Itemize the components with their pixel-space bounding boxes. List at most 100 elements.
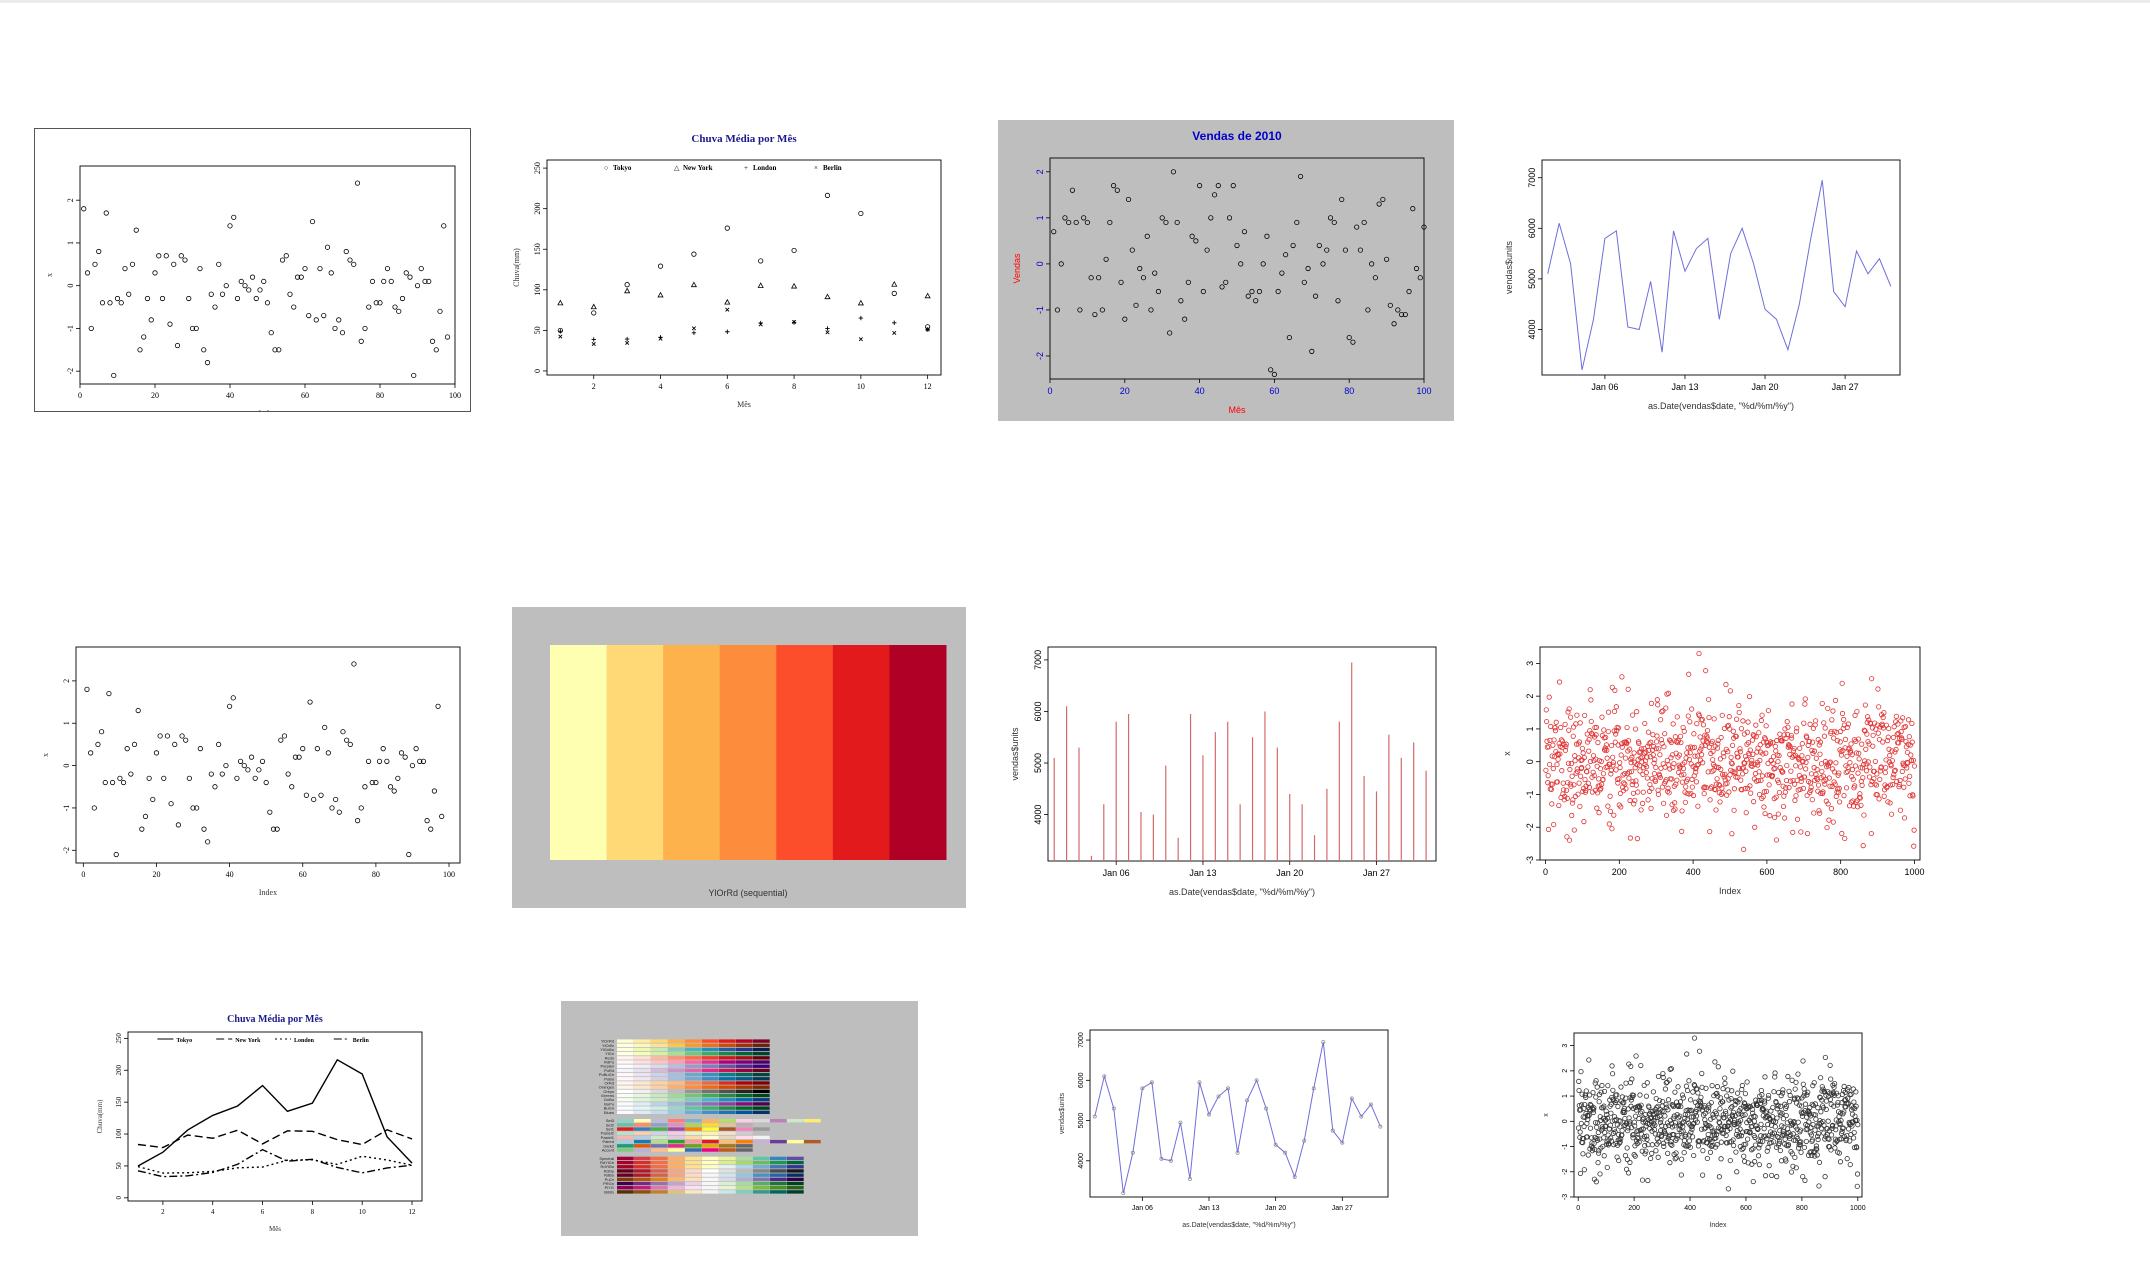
x-tick-label: 600 [1740,1205,1752,1212]
data-point [1609,684,1615,690]
x-axis-label: YlOrRd (sequential) [708,888,787,898]
data-point [1763,1133,1769,1139]
palette-swatch [651,1156,668,1161]
data-point [1841,1109,1847,1115]
y-axis-label: Chuva(mm) [96,1099,104,1133]
y-tick-label: -3 [1525,856,1535,864]
palette-name: PuBu [604,1076,614,1081]
data-point [1593,724,1600,730]
data-point [1880,739,1886,745]
palette-swatch [719,1110,736,1115]
data-point [223,283,229,289]
palette-swatch [651,1127,668,1131]
data-point [1784,731,1791,738]
data-point [758,322,763,327]
data-point [1599,1082,1605,1089]
data-point [1872,758,1878,765]
data-point [107,300,113,306]
palette-swatch [736,1181,753,1186]
data-point [1810,739,1816,745]
data-point [1678,739,1684,746]
data-point [441,223,447,229]
data-point [1621,1100,1627,1106]
x-tick-label: 0 [1047,386,1052,396]
data-point [1708,1100,1714,1106]
x-tick-label: 6 [261,1208,265,1216]
data-point [1639,800,1646,806]
y-tick-label: -2 [1035,352,1045,360]
data-point [1729,831,1735,837]
data-point [264,300,271,306]
palette-swatch [702,1144,719,1148]
x-tick-label: 2 [592,382,596,391]
palette-swatch [753,1098,770,1102]
data-point [175,822,181,828]
data-point [1837,739,1843,745]
data-point [1755,1153,1762,1159]
y-axis-label: x [1502,751,1512,756]
data-point [1801,1093,1807,1099]
data-point [1662,731,1668,737]
data-point [1630,778,1636,785]
palette-swatch [634,1127,651,1131]
data-point [1862,758,1868,764]
data-point [1611,1114,1618,1120]
data-point [1110,183,1117,189]
data-point [1254,1078,1259,1083]
data-point [1639,1148,1645,1154]
palette-swatch [617,1110,634,1115]
data-point [1652,1122,1658,1128]
data-point [1683,784,1689,790]
x-tick-label: 200 [1612,867,1627,877]
data-point [403,270,409,276]
x-tick-label: 1000 [1850,1205,1866,1212]
data-point [1737,1096,1743,1102]
data-point [1624,724,1630,731]
palette-swatch [753,1077,770,1081]
palette-swatch [617,1056,634,1060]
palette-swatch [651,1190,668,1194]
data-point [1653,1110,1660,1116]
data-point [351,261,357,267]
data-point [1707,1149,1714,1155]
data-point [1608,767,1614,773]
data-point [1598,1089,1604,1095]
data-point [1746,693,1753,700]
data-point [433,347,439,353]
data-point [1738,1117,1744,1123]
data-point [417,758,423,764]
data-point [1625,1170,1632,1176]
y-tick-label: 4000 [1078,1153,1085,1169]
data-point [1684,1116,1690,1123]
data-point [1586,748,1592,754]
data-point [1907,773,1913,779]
data-point [1785,1141,1792,1148]
data-point [1596,1099,1602,1105]
x-tick-label: 400 [1684,1205,1696,1212]
data-point [395,775,401,781]
data-point [1860,775,1866,781]
data-point [1856,750,1862,756]
palette-swatch [685,1056,702,1060]
data-point [1688,1129,1694,1135]
data-point [1634,709,1640,715]
data-point [1630,1105,1636,1112]
data-point [1609,1071,1616,1077]
data-point [1782,789,1788,795]
data-point [1772,765,1778,771]
palette-swatch [685,1165,702,1169]
data-point [1681,771,1687,777]
data-point [1663,812,1670,818]
data-point [1675,1084,1681,1090]
data-point [1656,1139,1662,1145]
data-point [1815,1105,1821,1111]
data-point [1700,722,1707,728]
palette-swatch [651,1077,668,1081]
data-point [1801,720,1807,726]
data-point [1223,279,1229,285]
data-point [268,330,274,336]
data-point [1760,794,1766,800]
data-point [1624,1120,1630,1126]
data-point [1903,723,1909,730]
